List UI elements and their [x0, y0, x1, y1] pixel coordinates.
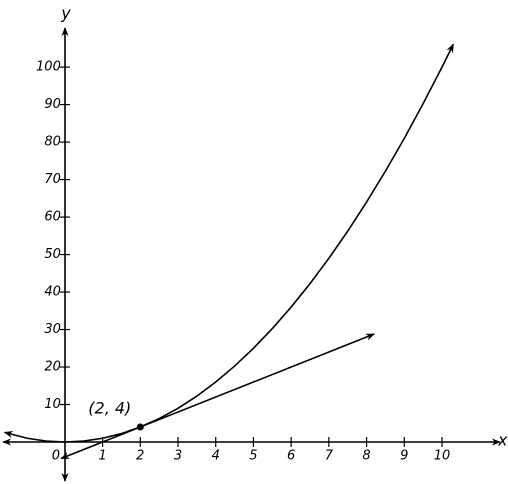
y-tick-label: 20 — [44, 360, 61, 375]
y-tick-label: 70 — [44, 172, 61, 187]
x-tick-label: 10 — [434, 449, 451, 464]
y-tick-label: 80 — [44, 135, 61, 150]
x-tick-label: 8 — [362, 449, 370, 464]
x-tick-label: 3 — [174, 449, 182, 464]
y-tick-label: 30 — [44, 322, 61, 337]
point — [136, 423, 144, 431]
x-tick-label: 6 — [287, 449, 295, 464]
x-tick-label: 0 — [52, 449, 60, 464]
x-tick-label: 4 — [212, 449, 220, 464]
x-tick-label: 5 — [249, 449, 257, 464]
point-label: (2, 4) — [88, 399, 131, 418]
x-tick-label: 7 — [325, 449, 334, 464]
x-tick-label: 9 — [400, 449, 408, 464]
y-tick-label: 50 — [44, 247, 61, 262]
y-tick-label: 90 — [44, 97, 61, 112]
x-axis-label: x — [497, 431, 508, 450]
y-tick-label: 40 — [44, 285, 61, 300]
curve — [3, 43, 455, 443]
y-tick-label: 60 — [44, 210, 61, 225]
x-tick-label: 2 — [136, 449, 144, 464]
y-tick-label: 10 — [44, 397, 61, 412]
y-tick-label: 100 — [36, 60, 61, 75]
x-tick-label: 1 — [98, 449, 106, 464]
curve — [60, 333, 375, 460]
y-axis-label: y — [60, 4, 71, 23]
